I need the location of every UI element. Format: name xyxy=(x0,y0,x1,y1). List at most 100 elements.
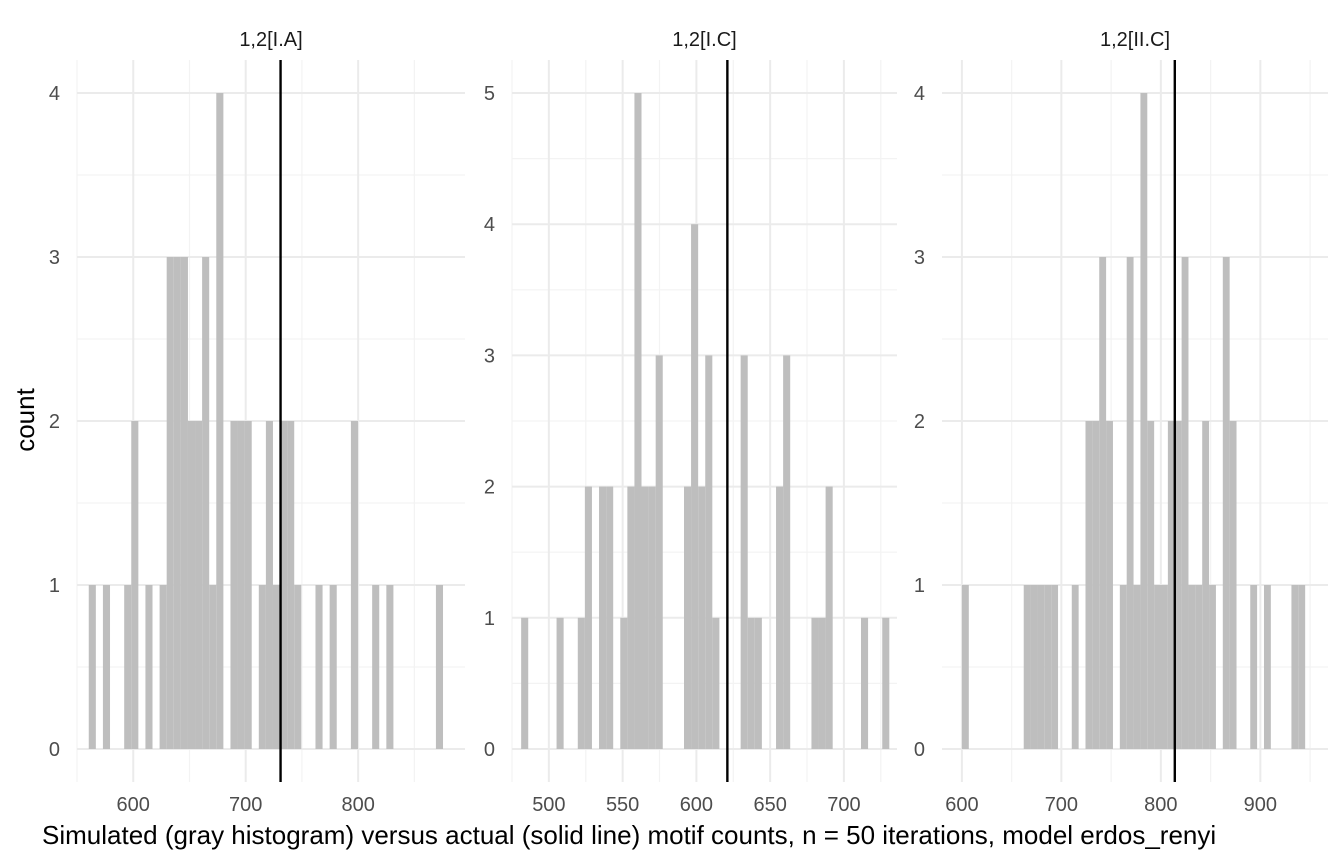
histogram-bar xyxy=(691,224,699,749)
histogram-bar xyxy=(145,585,153,749)
histogram-bar xyxy=(584,486,592,749)
x-tick-label: 700 xyxy=(827,794,860,816)
y-tick-label: 1 xyxy=(49,575,60,597)
x-tick-label: 550 xyxy=(606,794,639,816)
histogram-bar xyxy=(627,486,635,749)
facet-strip-label: 1,2[I.A] xyxy=(239,29,302,51)
histogram-bar xyxy=(1181,257,1189,749)
histogram-bar xyxy=(124,585,132,749)
y-tick-label: 0 xyxy=(484,739,495,761)
x-tick-label: 650 xyxy=(753,794,786,816)
histogram-bar xyxy=(634,93,642,749)
histogram-bar xyxy=(1126,257,1134,749)
facet-panel-3: 1,2[II.C] 0 1 2 3 4 600 700 800 900 xyxy=(914,29,1328,816)
y-tick-label: 5 xyxy=(484,83,495,105)
histogram-bar xyxy=(287,421,295,749)
x-tick-label: 800 xyxy=(341,794,374,816)
histogram-bar xyxy=(1119,585,1127,749)
histogram-bar xyxy=(272,585,281,749)
histogram-bar xyxy=(961,585,969,749)
histogram-bar xyxy=(1037,585,1045,749)
x-tick-label: 500 xyxy=(532,794,565,816)
histogram-bar xyxy=(811,617,819,749)
x-tick-label: 600 xyxy=(945,794,978,816)
histogram-bar xyxy=(776,486,784,749)
facet-strip-label: 1,2[I.C] xyxy=(672,29,736,51)
histogram-bar xyxy=(1188,585,1196,749)
histogram-bar xyxy=(577,617,585,749)
histogram-bar xyxy=(1140,93,1148,749)
histogram-bar xyxy=(521,617,529,749)
histogram-bar xyxy=(1051,585,1059,749)
histogram-bar xyxy=(265,421,273,749)
histogram-bar xyxy=(386,585,394,749)
histogram-bar xyxy=(315,585,323,749)
histogram-bar xyxy=(1099,257,1107,749)
histogram-bar xyxy=(606,486,614,749)
histogram-bar xyxy=(882,617,890,749)
y-tick-label: 1 xyxy=(914,575,925,597)
y-tick-label: 4 xyxy=(914,83,925,105)
histogram-bar xyxy=(1229,421,1237,749)
y-tick-label: 2 xyxy=(49,411,60,433)
facet-strip-label: 1,2[II.C] xyxy=(1100,29,1170,51)
y-tick-label: 3 xyxy=(914,247,925,269)
histogram-bar xyxy=(1167,421,1175,749)
histogram-bar xyxy=(294,585,302,749)
y-tick-label: 4 xyxy=(484,214,495,236)
histogram-bar xyxy=(1030,585,1038,749)
histogram-bar xyxy=(1161,585,1168,749)
histogram-bar xyxy=(1250,585,1258,749)
histogram-bar xyxy=(1071,585,1079,749)
histogram-bar xyxy=(1222,257,1230,749)
histogram-bar xyxy=(1092,421,1100,749)
histogram-bar xyxy=(1154,585,1162,749)
histogram-bar xyxy=(244,421,252,749)
histogram-bar xyxy=(641,486,649,749)
histogram-bar xyxy=(173,257,181,749)
histogram-bar xyxy=(1298,585,1306,749)
y-tick-label: 2 xyxy=(914,411,925,433)
histogram-bar xyxy=(187,421,196,749)
histogram-bar xyxy=(202,257,210,749)
histogram-bar xyxy=(1147,421,1155,749)
histogram-bar xyxy=(712,617,720,749)
histogram-bar xyxy=(1023,585,1031,749)
y-tick-label: 4 xyxy=(49,83,60,105)
x-tick-label: 800 xyxy=(1144,794,1177,816)
histogram-bar xyxy=(861,617,869,749)
x-tick-label: 700 xyxy=(1045,794,1078,816)
histogram-bar xyxy=(825,486,833,749)
y-tick-label: 1 xyxy=(484,608,495,630)
histogram-bar xyxy=(783,355,791,749)
histogram-bar xyxy=(131,421,139,749)
facet-panel-1: 1,2[I.A] 0 1 2 3 4 600 700 800 xyxy=(49,29,465,816)
histogram-bar xyxy=(599,486,607,749)
histogram-bar xyxy=(705,355,713,749)
histogram-bar xyxy=(230,421,238,749)
histogram-bar xyxy=(1209,585,1216,749)
y-tick-label: 0 xyxy=(914,739,925,761)
histogram-bar xyxy=(209,585,217,749)
histogram-bar xyxy=(166,257,174,749)
y-tick-label: 0 xyxy=(49,739,60,761)
histogram-bar xyxy=(280,421,288,749)
histogram-bar xyxy=(216,93,224,749)
histogram-bar xyxy=(329,585,337,749)
histogram-bar xyxy=(435,585,444,749)
histogram-bar xyxy=(159,585,167,749)
histogram-bar xyxy=(102,585,111,749)
histogram-bar xyxy=(620,617,628,749)
histogram-bar xyxy=(1044,585,1052,749)
histogram-bar xyxy=(1263,585,1271,749)
histogram-bar xyxy=(372,585,380,749)
histogram-bar xyxy=(1133,585,1141,749)
histogram-bar xyxy=(1195,585,1203,749)
histogram-bar xyxy=(754,617,762,749)
histogram-bar xyxy=(747,617,755,749)
y-tick-label: 3 xyxy=(484,345,495,367)
x-axis-title: Simulated (gray histogram) versus actual… xyxy=(42,820,1216,850)
histogram-bar xyxy=(258,585,266,749)
